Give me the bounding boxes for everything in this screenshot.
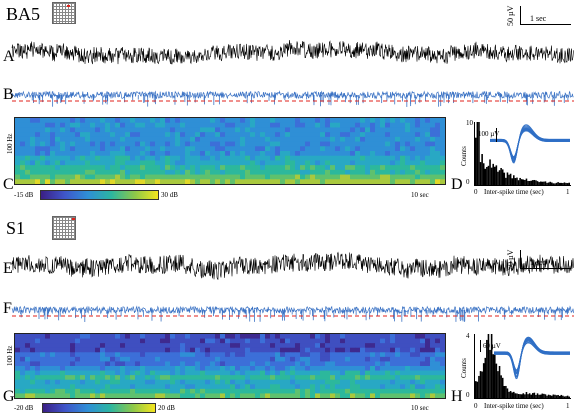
colorbar-s1 xyxy=(42,403,156,413)
filtered-trace-ba5 xyxy=(11,90,574,107)
colorbar-min: -15 dB xyxy=(14,191,34,199)
waveform-scale: 100 µV xyxy=(478,130,500,138)
electrode-array-icon xyxy=(52,2,76,24)
label-a: A xyxy=(3,48,15,65)
label-c: C xyxy=(3,176,14,193)
region-label-s1: S1 xyxy=(6,218,26,238)
colorbar-min: -20 dB xyxy=(14,404,34,412)
isi-xmax: 1 xyxy=(566,402,570,410)
spike-waveforms-s1 xyxy=(494,336,570,380)
isi-xlabel: Inter-spike time (sec) xyxy=(484,188,544,196)
spectrogram-s1 xyxy=(14,333,446,399)
spectrogram-duration: 10 sec xyxy=(411,404,429,412)
colorbar-max: 30 dB xyxy=(161,191,178,199)
isi-histogram-s1 xyxy=(475,334,570,398)
colorbar-ba5 xyxy=(40,190,159,200)
waveform-scale-bar xyxy=(496,128,497,142)
isi-ylabel: Counts xyxy=(460,146,468,166)
isi-ymin: 0 xyxy=(466,178,470,186)
isi-ylabel: Counts xyxy=(460,358,468,378)
spectrogram-freq-label: 100 Hz xyxy=(6,345,14,366)
isi-xlabel: Inter-spike time (sec) xyxy=(484,402,544,410)
raw-trace-s1 xyxy=(11,251,574,280)
spectrogram-ba5 xyxy=(14,117,446,185)
electrode-marker-icon xyxy=(67,5,70,7)
scale-bar xyxy=(520,250,571,269)
isi-axes-ba5 xyxy=(474,122,571,186)
electrode-marker-icon xyxy=(72,218,75,220)
isi-xmax: 1 xyxy=(566,188,570,196)
isi-xmin: 0 xyxy=(474,402,478,410)
label-f: F xyxy=(3,300,12,317)
raw-trace-ba5 xyxy=(11,39,574,65)
label-d: D xyxy=(451,176,463,193)
label-g: G xyxy=(3,388,15,405)
isi-ymax: 4 xyxy=(466,332,470,340)
isi-xmin: 0 xyxy=(474,188,478,196)
colorbar-max: 20 dB xyxy=(158,404,175,412)
filtered-trace-s1 xyxy=(11,305,574,322)
waveform-scale-bar xyxy=(480,340,481,352)
label-h: H xyxy=(451,388,463,405)
spectrogram-duration: 10 sec xyxy=(411,191,429,199)
isi-histogram-ba5 xyxy=(475,122,570,185)
label-b: B xyxy=(3,86,14,103)
scale-bar xyxy=(520,6,571,25)
label-e: E xyxy=(3,260,13,277)
spike-waveforms-ba5 xyxy=(490,124,570,164)
waveform-scale: 60 µV xyxy=(483,342,501,350)
isi-ymin: 0 xyxy=(466,391,470,399)
electrode-array-icon xyxy=(52,216,76,240)
spectrogram-freq-label: 100 Hz xyxy=(6,133,14,154)
isi-axes-s1 xyxy=(474,334,571,399)
isi-ymax: 10 xyxy=(466,119,473,127)
region-label-ba5: BA5 xyxy=(6,4,41,24)
scale-time: 1 sec xyxy=(530,14,547,23)
